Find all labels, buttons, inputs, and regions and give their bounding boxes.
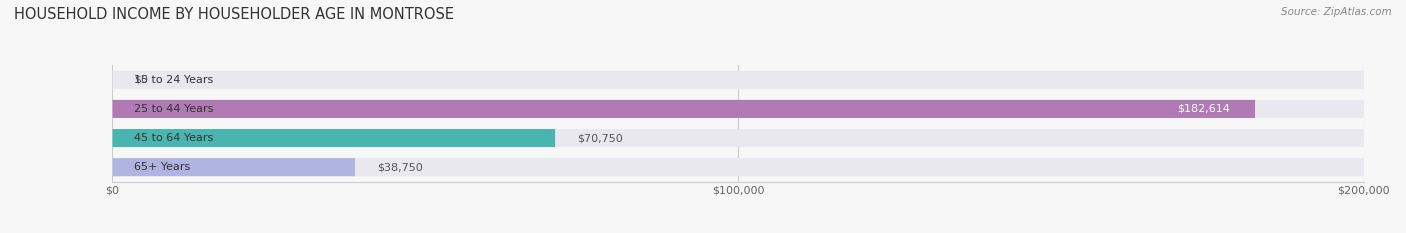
- Text: Source: ZipAtlas.com: Source: ZipAtlas.com: [1281, 7, 1392, 17]
- Text: 65+ Years: 65+ Years: [135, 162, 191, 172]
- Text: 15 to 24 Years: 15 to 24 Years: [135, 75, 214, 85]
- FancyBboxPatch shape: [112, 129, 555, 147]
- Text: $70,750: $70,750: [576, 133, 623, 143]
- Text: 25 to 44 Years: 25 to 44 Years: [135, 104, 214, 114]
- Text: 45 to 64 Years: 45 to 64 Years: [135, 133, 214, 143]
- FancyBboxPatch shape: [112, 158, 1364, 176]
- FancyBboxPatch shape: [112, 129, 1364, 147]
- Text: $0: $0: [135, 75, 149, 85]
- FancyBboxPatch shape: [112, 158, 354, 176]
- Text: $38,750: $38,750: [377, 162, 423, 172]
- FancyBboxPatch shape: [112, 71, 1364, 89]
- Text: HOUSEHOLD INCOME BY HOUSEHOLDER AGE IN MONTROSE: HOUSEHOLD INCOME BY HOUSEHOLDER AGE IN M…: [14, 7, 454, 22]
- FancyBboxPatch shape: [112, 100, 1256, 118]
- Text: $182,614: $182,614: [1177, 104, 1230, 114]
- FancyBboxPatch shape: [112, 100, 1364, 118]
